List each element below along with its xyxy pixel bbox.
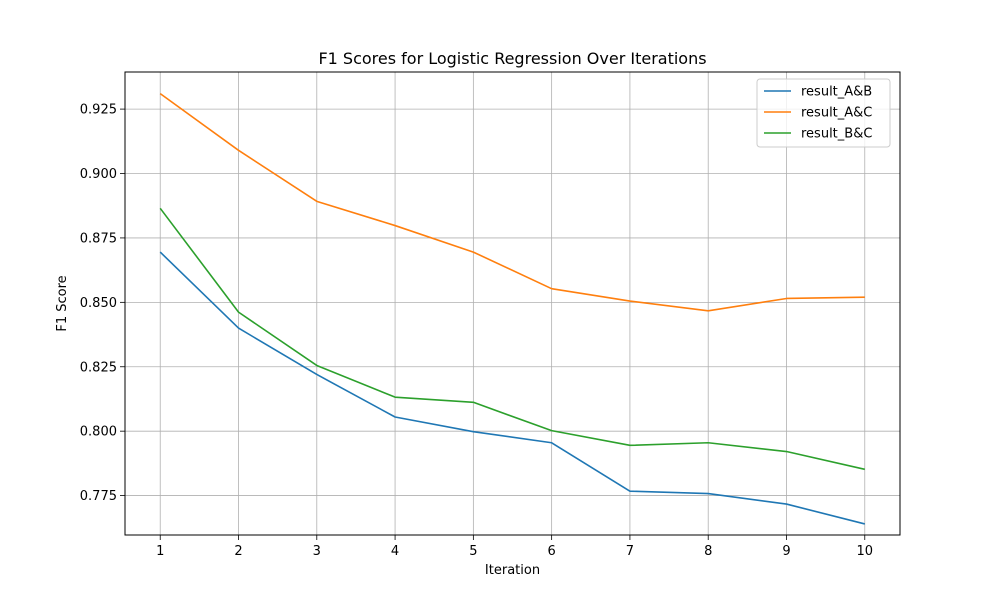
x-axis-ticks: 1 2 3 4 5 6 7 8 9 10 xyxy=(156,535,873,559)
x-tick-label: 8 xyxy=(704,544,712,559)
x-tick-label: 2 xyxy=(234,544,242,559)
grid xyxy=(125,72,900,535)
x-tick-label: 4 xyxy=(391,544,399,559)
x-tick-label: 9 xyxy=(782,544,790,559)
y-tick-label: 0.825 xyxy=(80,360,117,375)
y-tick-label: 0.775 xyxy=(80,489,117,504)
x-axis-label: Iteration xyxy=(485,563,540,578)
plot-frame xyxy=(124,71,901,536)
y-tick-label: 0.875 xyxy=(80,231,117,246)
x-tick-label: 7 xyxy=(626,544,634,559)
y-axis-ticks: 0.775 0.800 0.825 0.850 0.875 0.900 0.925 xyxy=(80,103,125,504)
legend-label-2: result_B&C xyxy=(801,127,872,142)
series-line-0 xyxy=(159,251,865,525)
x-tick-label: 5 xyxy=(469,544,477,559)
chart-title: F1 Scores for Logistic Regression Over I… xyxy=(318,49,706,68)
x-tick-label: 3 xyxy=(313,544,321,559)
legend: result_A&B result_A&C result_B&C xyxy=(756,78,891,148)
y-axis-label: F1 Score xyxy=(55,275,70,331)
x-tick-label: 1 xyxy=(156,544,164,559)
y-tick-label: 0.900 xyxy=(80,167,117,182)
series-line-2 xyxy=(159,207,865,471)
series-lines xyxy=(159,92,865,525)
y-tick-label: 0.800 xyxy=(80,425,117,440)
x-tick-label: 6 xyxy=(548,544,556,559)
legend-box xyxy=(756,78,891,148)
y-tick-label: 0.850 xyxy=(80,296,117,311)
series-line-1 xyxy=(159,92,865,312)
legend-label-0: result_A&B xyxy=(801,85,872,100)
x-tick-label: 10 xyxy=(856,544,873,559)
legend-label-1: result_A&C xyxy=(801,106,872,121)
y-tick-label: 0.925 xyxy=(80,103,117,118)
